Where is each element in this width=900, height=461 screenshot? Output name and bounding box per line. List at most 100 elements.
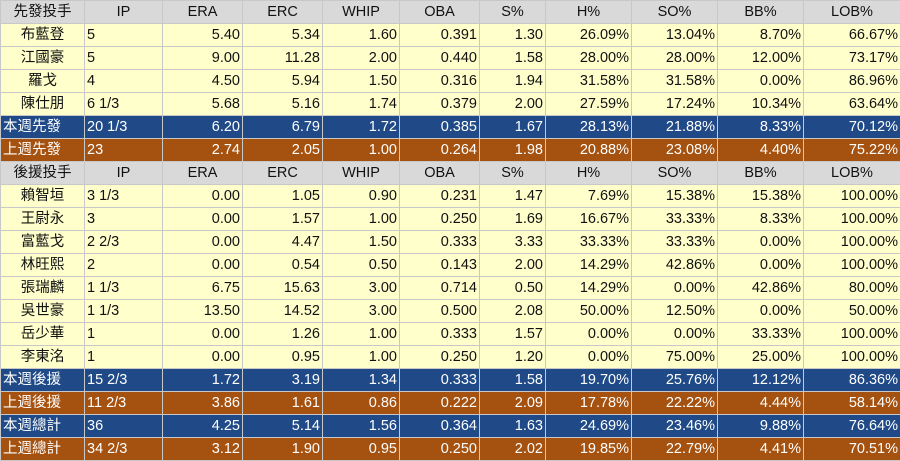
column-header-lob-pct: LOB% — [803, 0, 900, 24]
stat-ip: 6 1/3 — [84, 92, 163, 116]
stat-era: 0.00 — [162, 345, 243, 369]
stat-oba: 0.440 — [399, 46, 480, 70]
stat-h-pct: 19.85% — [545, 437, 632, 461]
stat-s-pct: 1.30 — [479, 23, 546, 47]
stat-bb-pct: 12.00% — [717, 46, 804, 70]
player-name: 上週先發 — [0, 138, 85, 162]
stat-bb-pct: 33.33% — [717, 322, 804, 346]
stat-era: 9.00 — [162, 46, 243, 70]
player-name: 羅戈 — [0, 69, 85, 93]
stat-bb-pct: 12.12% — [717, 368, 804, 392]
stat-era: 0.00 — [162, 184, 243, 208]
stat-whip: 1.60 — [322, 23, 400, 47]
stat-bb-pct: 0.00% — [717, 69, 804, 93]
stat-era: 4.25 — [162, 414, 243, 438]
stat-era: 5.40 — [162, 23, 243, 47]
stat-whip: 1.00 — [322, 138, 400, 162]
stat-s-pct: 1.58 — [479, 368, 546, 392]
player-name: 岳少華 — [0, 322, 85, 346]
stat-so-pct: 15.38% — [631, 184, 718, 208]
player-name: 上週總計 — [0, 437, 85, 461]
player-name: 江國豪 — [0, 46, 85, 70]
stat-whip: 1.74 — [322, 92, 400, 116]
stat-erc: 1.57 — [242, 207, 323, 231]
stat-ip: 11 2/3 — [84, 391, 163, 415]
stat-bb-pct: 8.70% — [717, 23, 804, 47]
stat-oba: 0.250 — [399, 207, 480, 231]
stat-so-pct: 17.24% — [631, 92, 718, 116]
stat-oba: 0.333 — [399, 230, 480, 254]
starters-header-row: 先發投手 IP ERA ERC WHIP OBA S% H% SO% BB% LOB% — [0, 0, 900, 24]
stat-bb-pct: 15.38% — [717, 184, 804, 208]
stat-erc: 11.28 — [242, 46, 323, 70]
stat-whip: 1.50 — [322, 69, 400, 93]
stat-erc: 5.94 — [242, 69, 323, 93]
stat-h-pct: 33.33% — [545, 230, 632, 254]
stat-h-pct: 26.09% — [545, 23, 632, 47]
stat-oba: 0.500 — [399, 299, 480, 323]
totals-this-week-row: 本週總計 36 4.25 5.14 1.56 0.364 1.63 24.69% 23.46% 9… — [0, 414, 900, 438]
player-name: 布藍登 — [0, 23, 85, 47]
stat-era: 5.68 — [162, 92, 243, 116]
stat-oba: 0.143 — [399, 253, 480, 277]
table-row: 羅戈 4 4.50 5.94 1.50 0.316 1.94 31.58% 31.58% 0.00… — [0, 69, 900, 93]
stat-oba: 0.264 — [399, 138, 480, 162]
stat-erc: 0.95 — [242, 345, 323, 369]
stat-era: 4.50 — [162, 69, 243, 93]
stat-lob-pct: 63.64% — [803, 92, 900, 116]
column-header-bb-pct: BB% — [717, 161, 804, 185]
stat-s-pct: 2.02 — [479, 437, 546, 461]
stat-s-pct: 1.67 — [479, 115, 546, 139]
relievers-this-week-row: 本週後援 15 2/3 1.72 3.19 1.34 0.333 1.58 19.70% 25.… — [0, 368, 900, 392]
stat-whip: 0.50 — [322, 253, 400, 277]
table-row: 賴智垣 3 1/3 0.00 1.05 0.90 0.231 1.47 7.69% 15.38%… — [0, 184, 900, 208]
column-header-era: ERA — [162, 0, 243, 24]
relievers-header-row: 後援投手 IP ERA ERC WHIP OBA S% H% SO% BB% LOB% — [0, 161, 900, 185]
column-header-erc: ERC — [242, 0, 323, 24]
column-header-era: ERA — [162, 161, 243, 185]
stat-lob-pct: 70.12% — [803, 115, 900, 139]
table-row: 陳仕朋 6 1/3 5.68 5.16 1.74 0.379 2.00 27.59% 17.24… — [0, 92, 900, 116]
stat-h-pct: 20.88% — [545, 138, 632, 162]
stat-whip: 3.00 — [322, 276, 400, 300]
stat-oba: 0.385 — [399, 115, 480, 139]
column-header-ip: IP — [84, 0, 163, 24]
stat-h-pct: 7.69% — [545, 184, 632, 208]
stat-so-pct: 28.00% — [631, 46, 718, 70]
stat-h-pct: 14.29% — [545, 276, 632, 300]
column-header-bb-pct: BB% — [717, 0, 804, 24]
table-row: 張瑞麟 1 1/3 6.75 15.63 3.00 0.714 0.50 14.29% 0.00… — [0, 276, 900, 300]
stat-so-pct: 22.22% — [631, 391, 718, 415]
stat-oba: 0.222 — [399, 391, 480, 415]
stat-ip: 5 — [84, 46, 163, 70]
stat-oba: 0.231 — [399, 184, 480, 208]
stat-lob-pct: 100.00% — [803, 322, 900, 346]
stat-era: 3.86 — [162, 391, 243, 415]
stat-erc: 1.61 — [242, 391, 323, 415]
stat-ip: 1 — [84, 322, 163, 346]
stat-bb-pct: 10.34% — [717, 92, 804, 116]
stat-lob-pct: 50.00% — [803, 299, 900, 323]
stat-s-pct: 1.47 — [479, 184, 546, 208]
column-header-h-pct: H% — [545, 161, 632, 185]
stat-era: 6.75 — [162, 276, 243, 300]
stat-whip: 0.86 — [322, 391, 400, 415]
player-name: 上週後援 — [0, 391, 85, 415]
stat-era: 0.00 — [162, 253, 243, 277]
player-name: 賴智垣 — [0, 184, 85, 208]
table-row: 富藍戈 2 2/3 0.00 4.47 1.50 0.333 3.33 33.33% 33.33… — [0, 230, 900, 254]
stat-erc: 1.90 — [242, 437, 323, 461]
stat-so-pct: 42.86% — [631, 253, 718, 277]
totals-last-week-row: 上週總計 34 2/3 3.12 1.90 0.95 0.250 2.02 19.85% 22.… — [0, 437, 900, 461]
column-header-oba: OBA — [399, 161, 480, 185]
stat-era: 0.00 — [162, 322, 243, 346]
column-header-lob-pct: LOB% — [803, 161, 900, 185]
stat-h-pct: 50.00% — [545, 299, 632, 323]
stat-whip: 3.00 — [322, 299, 400, 323]
stat-era: 13.50 — [162, 299, 243, 323]
stat-ip: 20 1/3 — [84, 115, 163, 139]
stat-oba: 0.714 — [399, 276, 480, 300]
stat-ip: 23 — [84, 138, 163, 162]
table-row: 布藍登 5 5.40 5.34 1.60 0.391 1.30 26.09% 13.04% 8.7… — [0, 23, 900, 47]
